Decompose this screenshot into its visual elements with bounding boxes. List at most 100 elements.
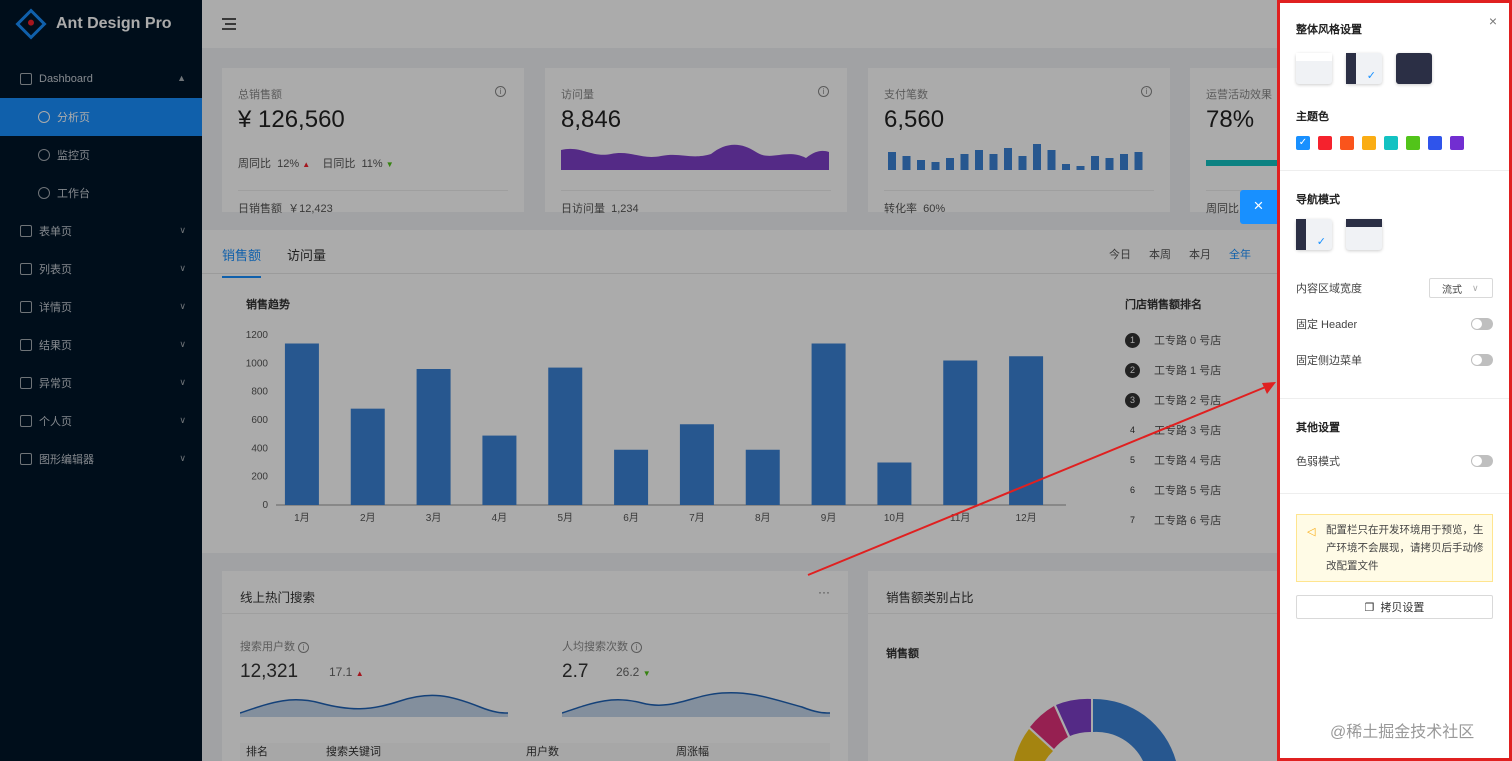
progress-bar	[1206, 160, 1306, 166]
weak-mode-switch[interactable]	[1471, 455, 1493, 467]
bar	[877, 462, 912, 505]
sidebar-item-label: 列表页	[39, 264, 72, 276]
drawer-mask[interactable]	[0, 0, 1277, 761]
drawer-toggle-close-icon[interactable]: ×	[1240, 190, 1277, 224]
range-month[interactable]: 本月	[1189, 249, 1211, 261]
sidebar-item-label: 分析页	[57, 112, 90, 124]
card-divider	[868, 613, 1492, 614]
color-swatch[interactable]	[1340, 136, 1354, 150]
col-users[interactable]: 用户数	[526, 746, 559, 758]
stat-value: 6,560	[884, 106, 945, 133]
content-width-select[interactable]: 流式 ∨	[1429, 278, 1493, 298]
mini-bar	[1105, 158, 1114, 170]
style-light-option[interactable]	[1296, 53, 1332, 84]
tab-visits[interactable]: 访问量	[287, 248, 327, 263]
bar	[943, 360, 978, 505]
category-donut-chart	[1014, 698, 1176, 761]
mini-bar	[1134, 152, 1143, 170]
fixed-sider-row: 固定侧边菜单	[1296, 342, 1493, 378]
mini-bar	[917, 160, 925, 170]
caret-up-icon: ▲	[355, 669, 364, 678]
col-rank[interactable]: 排名	[246, 746, 268, 758]
nav-top-option[interactable]	[1346, 219, 1382, 250]
menu-fold-icon[interactable]	[222, 18, 236, 30]
caret-up-icon: ▲	[302, 160, 311, 169]
menu-item-icon	[20, 339, 32, 351]
range-today[interactable]: 今日	[1109, 249, 1131, 261]
weak-mode-row: 色弱模式	[1296, 443, 1493, 479]
stat-title: 支付笔数	[884, 89, 928, 101]
nav-side-option[interactable]: ✓	[1296, 219, 1332, 250]
style-dark-option[interactable]	[1396, 53, 1432, 84]
range-week[interactable]: 本周	[1149, 249, 1171, 261]
sidebar-item[interactable]: 工作台	[0, 174, 202, 212]
divider	[1280, 170, 1509, 171]
x-tick-label: 1月	[294, 512, 310, 524]
range-year[interactable]: 全年	[1229, 249, 1251, 261]
content-width-label: 内容区域宽度	[1296, 283, 1362, 295]
fixed-header-switch[interactable]	[1471, 318, 1493, 330]
sidebar-item[interactable]: 监控页	[0, 136, 202, 174]
style-dark-sider-option[interactable]: ✓	[1346, 53, 1382, 84]
sidebar: Ant Design Pro Dashboard ▲ 分析页 监控页 工作台 表单页 ∨ 列表…	[0, 0, 202, 761]
y-tick-label: 1200	[246, 330, 269, 341]
fixed-header-label: 固定 Header	[1296, 319, 1358, 331]
sidebar-item[interactable]: 表单页 ∨	[0, 212, 202, 250]
color-swatch[interactable]	[1428, 136, 1442, 150]
sidebar-item[interactable]: 分析页	[0, 98, 202, 136]
color-swatch[interactable]	[1384, 136, 1398, 150]
color-swatch[interactable]: ✓	[1296, 136, 1310, 150]
sidebar-item[interactable]: 个人页 ∨	[0, 402, 202, 440]
date-range-selector: 今日 本周 本月 全年	[1109, 246, 1251, 262]
color-swatch[interactable]	[1362, 136, 1376, 150]
sidebar-item[interactable]: 结果页 ∨	[0, 326, 202, 364]
stat-trend: 周同比 12% ▲ 日同比 11% ▼	[238, 158, 394, 170]
x-tick-label: 6月	[623, 512, 639, 524]
stat-title: 访问量	[561, 89, 594, 101]
sidebar-item[interactable]: 异常页 ∨	[0, 364, 202, 402]
users-area-chart	[240, 694, 508, 717]
x-tick-label: 9月	[821, 512, 837, 524]
rank-number: 6	[1125, 482, 1140, 498]
rank-number: 2	[1125, 362, 1140, 378]
mini-bar	[1018, 156, 1027, 170]
mini-bar	[931, 162, 940, 170]
col-change[interactable]: 周涨幅	[676, 746, 709, 758]
info-icon[interactable]: i	[818, 86, 829, 97]
rank-number: 5	[1125, 452, 1140, 468]
color-swatch[interactable]	[1318, 136, 1332, 150]
info-icon[interactable]: i	[631, 642, 643, 653]
rank-number: 7	[1125, 512, 1140, 528]
notification-icon: ◁	[1307, 526, 1316, 538]
visits-area-chart	[561, 144, 829, 170]
y-tick-label: 0	[262, 500, 268, 511]
info-icon[interactable]: i	[1141, 86, 1152, 97]
logo[interactable]: Ant Design Pro	[0, 0, 202, 48]
tab-sales[interactable]: 销售额	[222, 245, 262, 278]
color-swatch[interactable]	[1406, 136, 1420, 150]
y-tick-label: 200	[251, 472, 268, 483]
sidebar-item[interactable]: 详情页 ∨	[0, 288, 202, 326]
y-tick-label: 800	[251, 387, 268, 398]
sidebar-item-label: 结果页	[39, 340, 72, 352]
sidebar-item[interactable]: 图形编辑器 ∨	[0, 440, 202, 478]
chevron-down-icon: ∨	[1472, 282, 1479, 293]
mini-bar	[1062, 164, 1070, 170]
divider	[1280, 398, 1509, 399]
fixed-sider-switch[interactable]	[1471, 354, 1493, 366]
stat-footer: 日访问量 1,234	[561, 190, 831, 216]
more-icon[interactable]: ···	[818, 585, 830, 599]
card-title: 销售额类别占比	[886, 591, 974, 605]
copy-settings-button[interactable]: ❐ 拷贝设置	[1296, 595, 1493, 619]
sidebar-item[interactable]: Dashboard ▲	[0, 60, 202, 98]
sidebar-item-label: 监控页	[57, 150, 90, 162]
color-swatch[interactable]	[1450, 136, 1464, 150]
col-keyword[interactable]: 搜索关键词	[326, 746, 381, 758]
close-icon[interactable]: ×	[1488, 13, 1497, 29]
x-tick-label: 5月	[557, 512, 573, 524]
avg-area-chart	[562, 691, 830, 717]
sidebar-item[interactable]: 列表页 ∨	[0, 250, 202, 288]
info-icon[interactable]: i	[495, 86, 506, 97]
mini-bar	[946, 158, 954, 170]
info-icon[interactable]: i	[298, 642, 310, 653]
